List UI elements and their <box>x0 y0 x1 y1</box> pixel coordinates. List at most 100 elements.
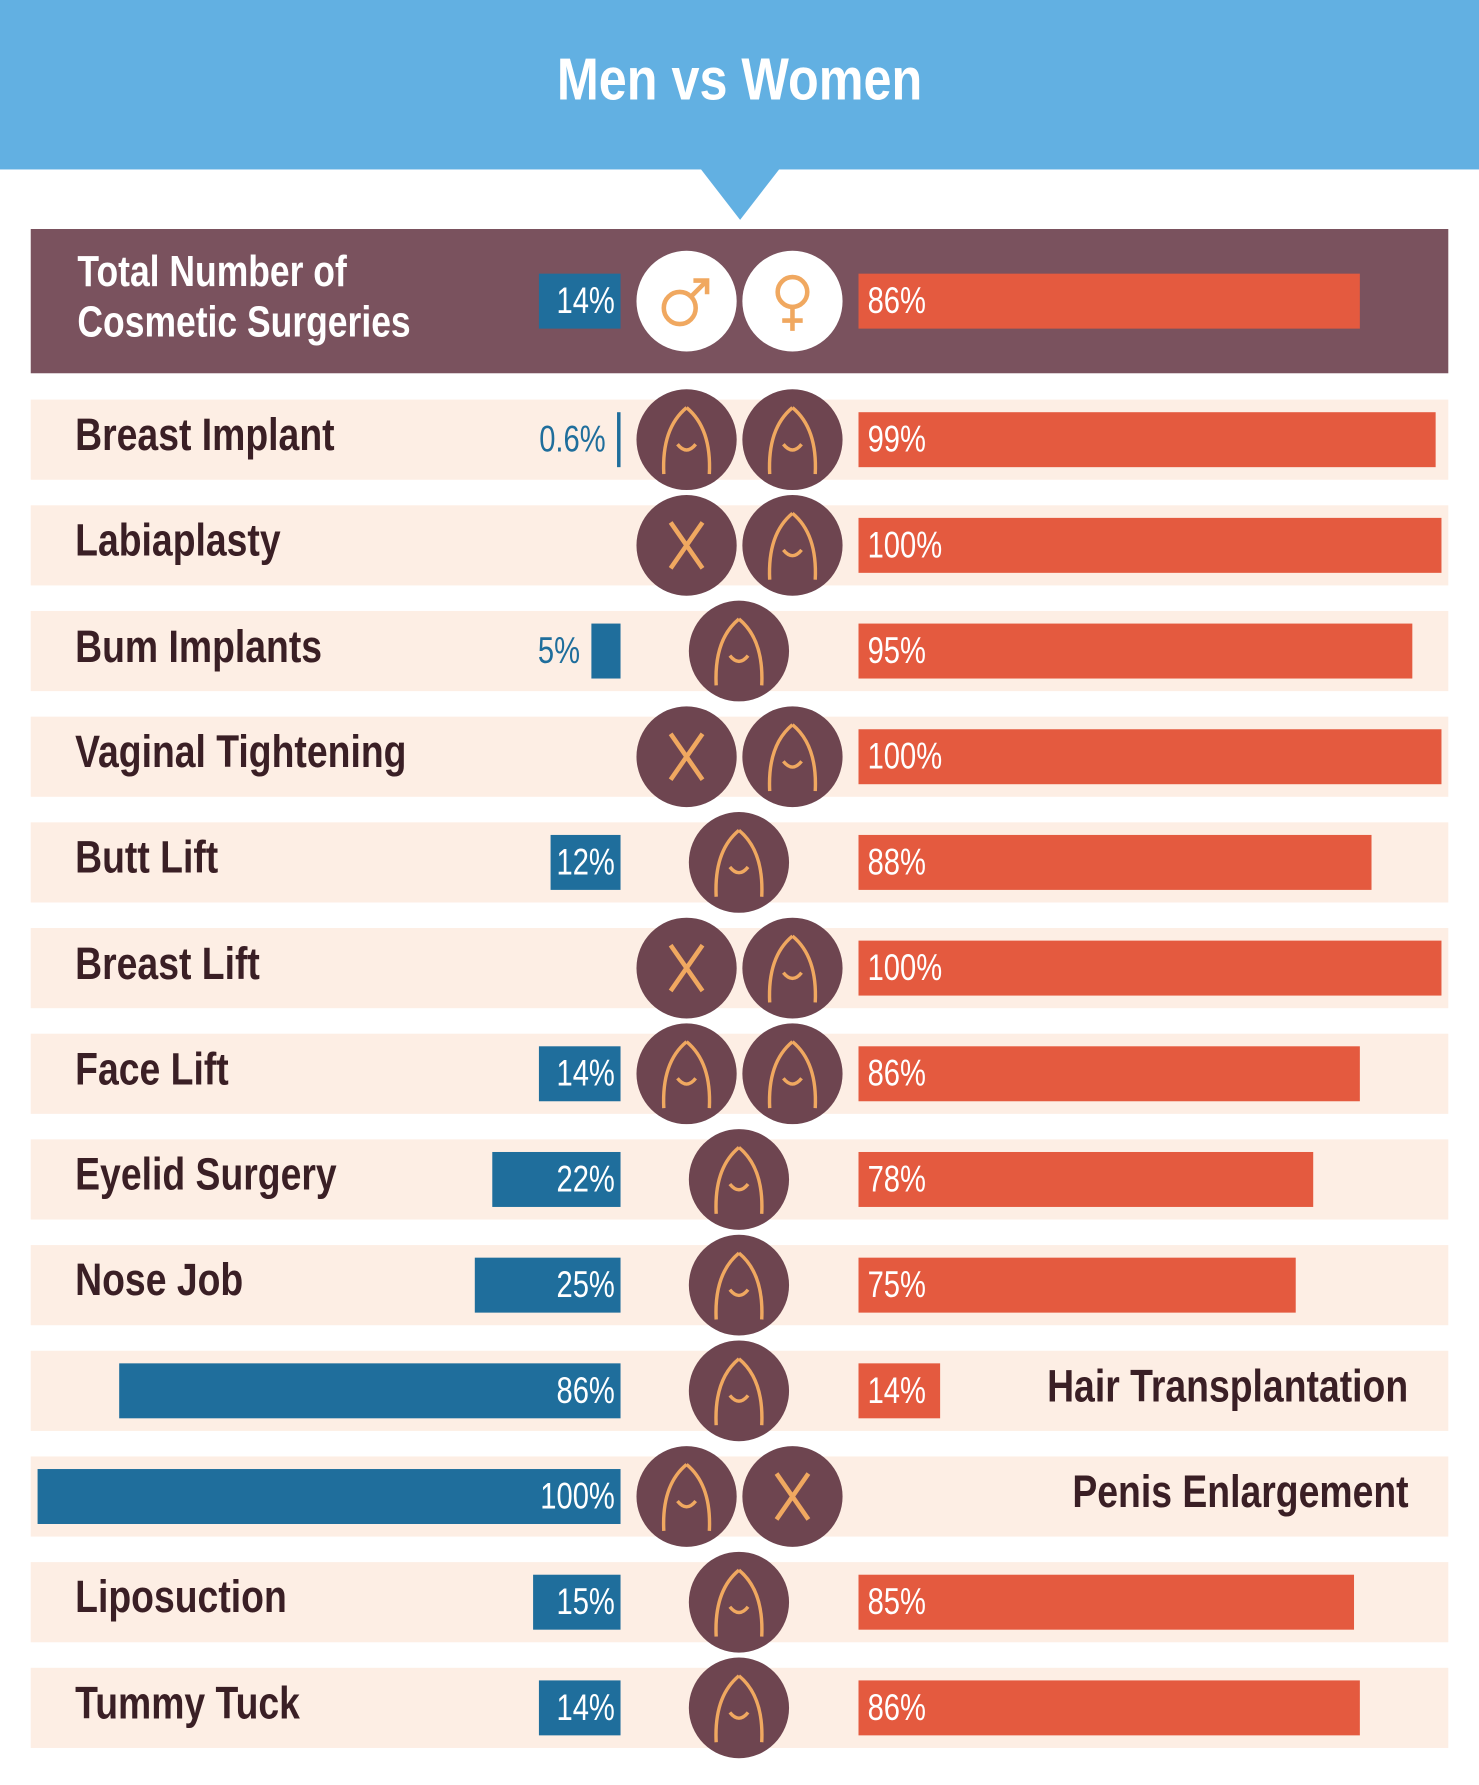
icon-body <box>767 723 818 792</box>
icon-circle <box>742 494 843 596</box>
icon-female-cross <box>782 306 803 331</box>
icon-circle <box>742 1023 843 1125</box>
category-label: Nose Job <box>75 1255 244 1306</box>
women-value-label: 86% <box>868 1688 926 1729</box>
icon-circle <box>688 600 790 702</box>
women-value-label: 86% <box>868 281 926 322</box>
category-label: Total Number of Cosmetic Surgeries <box>77 248 411 347</box>
men-value-label: 14% <box>557 281 615 322</box>
women-value-label: 95% <box>868 631 926 672</box>
women-value-label: 14% <box>868 1371 926 1412</box>
men-bar <box>591 623 621 679</box>
category-label: Butt Lift <box>75 832 219 884</box>
category-label: Labiaplasty <box>75 515 281 566</box>
women-bar <box>858 940 1442 996</box>
icon-body <box>767 934 818 1003</box>
category-label: Breast Implant <box>75 409 335 461</box>
men-bar <box>617 412 621 468</box>
icon-circle <box>688 812 790 913</box>
icon-body <box>661 406 712 475</box>
icon-body <box>767 1040 818 1109</box>
women-value-label: 78% <box>868 1159 926 1200</box>
category-label: Tummy Tuck <box>75 1678 300 1729</box>
icon-circle <box>688 1129 790 1230</box>
women-value-label: 99% <box>868 420 926 461</box>
women-value-label: 100% <box>868 948 943 989</box>
women-bar <box>858 1257 1296 1313</box>
icon-circle <box>688 1340 790 1442</box>
women-value-label: 100% <box>868 737 943 778</box>
men-bar <box>37 1469 621 1524</box>
category-label: Bum Implants <box>75 621 323 672</box>
women-bar <box>858 517 1442 573</box>
icon-body <box>714 829 764 897</box>
category-label: Breast Lift <box>75 938 260 989</box>
category-label: Vaginal Tightening <box>75 726 407 778</box>
women-bar <box>858 412 1436 468</box>
category-label: Face Lift <box>75 1044 229 1095</box>
men-bar <box>533 1574 621 1630</box>
chart-title: Men vs Women <box>556 46 923 114</box>
women-bar <box>858 729 1442 785</box>
icon-circle <box>688 1657 790 1759</box>
icon-body <box>714 1674 764 1743</box>
category-label: Hair Transplantation <box>1047 1361 1409 1412</box>
men-value-label: 14% <box>557 1054 615 1095</box>
icon-male <box>661 289 698 327</box>
women-bar <box>858 1680 1360 1736</box>
icon-body <box>714 1146 764 1214</box>
men-value-label: 14% <box>557 1688 615 1729</box>
icon-circle <box>636 389 737 491</box>
women-bar <box>858 1151 1314 1207</box>
women-value-label: 100% <box>868 525 943 566</box>
icon-circle <box>636 1023 737 1125</box>
women-bar <box>858 1046 1360 1102</box>
icon-body <box>661 1040 712 1109</box>
women-value-label: 88% <box>868 842 926 883</box>
men-bar <box>538 1680 621 1736</box>
icon-body <box>661 1463 712 1531</box>
icon-male-arrow <box>689 278 710 299</box>
women-bar <box>858 623 1413 679</box>
men-value-label: 100% <box>540 1476 615 1517</box>
men-bar <box>492 1151 621 1207</box>
category-label: Eyelid Surgery <box>75 1149 337 1201</box>
women-value-label: 86% <box>868 1054 926 1095</box>
men-value-label: 86% <box>557 1371 615 1412</box>
women-bar <box>858 834 1372 890</box>
header-band <box>0 0 1479 170</box>
icon-circle <box>688 1551 790 1653</box>
icon-body <box>714 617 764 686</box>
category-label: Penis Enlargement <box>1072 1466 1409 1518</box>
icon-body <box>714 1568 764 1637</box>
men-bar <box>538 273 621 329</box>
icon-x <box>774 1472 811 1521</box>
men-bar <box>119 1363 621 1419</box>
men-bar <box>538 1046 621 1102</box>
men-value-label: 5% <box>538 631 580 672</box>
icon-body <box>767 406 818 475</box>
icon-body <box>767 511 818 580</box>
men-bar <box>474 1257 621 1313</box>
icon-x <box>668 732 705 781</box>
men-value-label: 22% <box>557 1159 615 1200</box>
header-pointer <box>700 168 780 220</box>
icon-body <box>714 1251 764 1320</box>
icon-circle <box>742 706 843 808</box>
icon-circle <box>742 389 843 491</box>
women-bar <box>858 1363 941 1419</box>
men-value-label: 15% <box>557 1582 615 1623</box>
icon-circle <box>636 250 737 352</box>
men-value-label: 25% <box>557 1265 615 1306</box>
women-bar <box>858 1574 1355 1630</box>
icon-circle <box>688 1234 790 1336</box>
women-bar <box>858 273 1360 329</box>
icon-x <box>668 943 705 993</box>
icon-circle <box>636 1446 737 1547</box>
women-value-label: 85% <box>868 1582 926 1623</box>
women-value-label: 75% <box>868 1265 926 1306</box>
icon-circle <box>742 917 843 1019</box>
